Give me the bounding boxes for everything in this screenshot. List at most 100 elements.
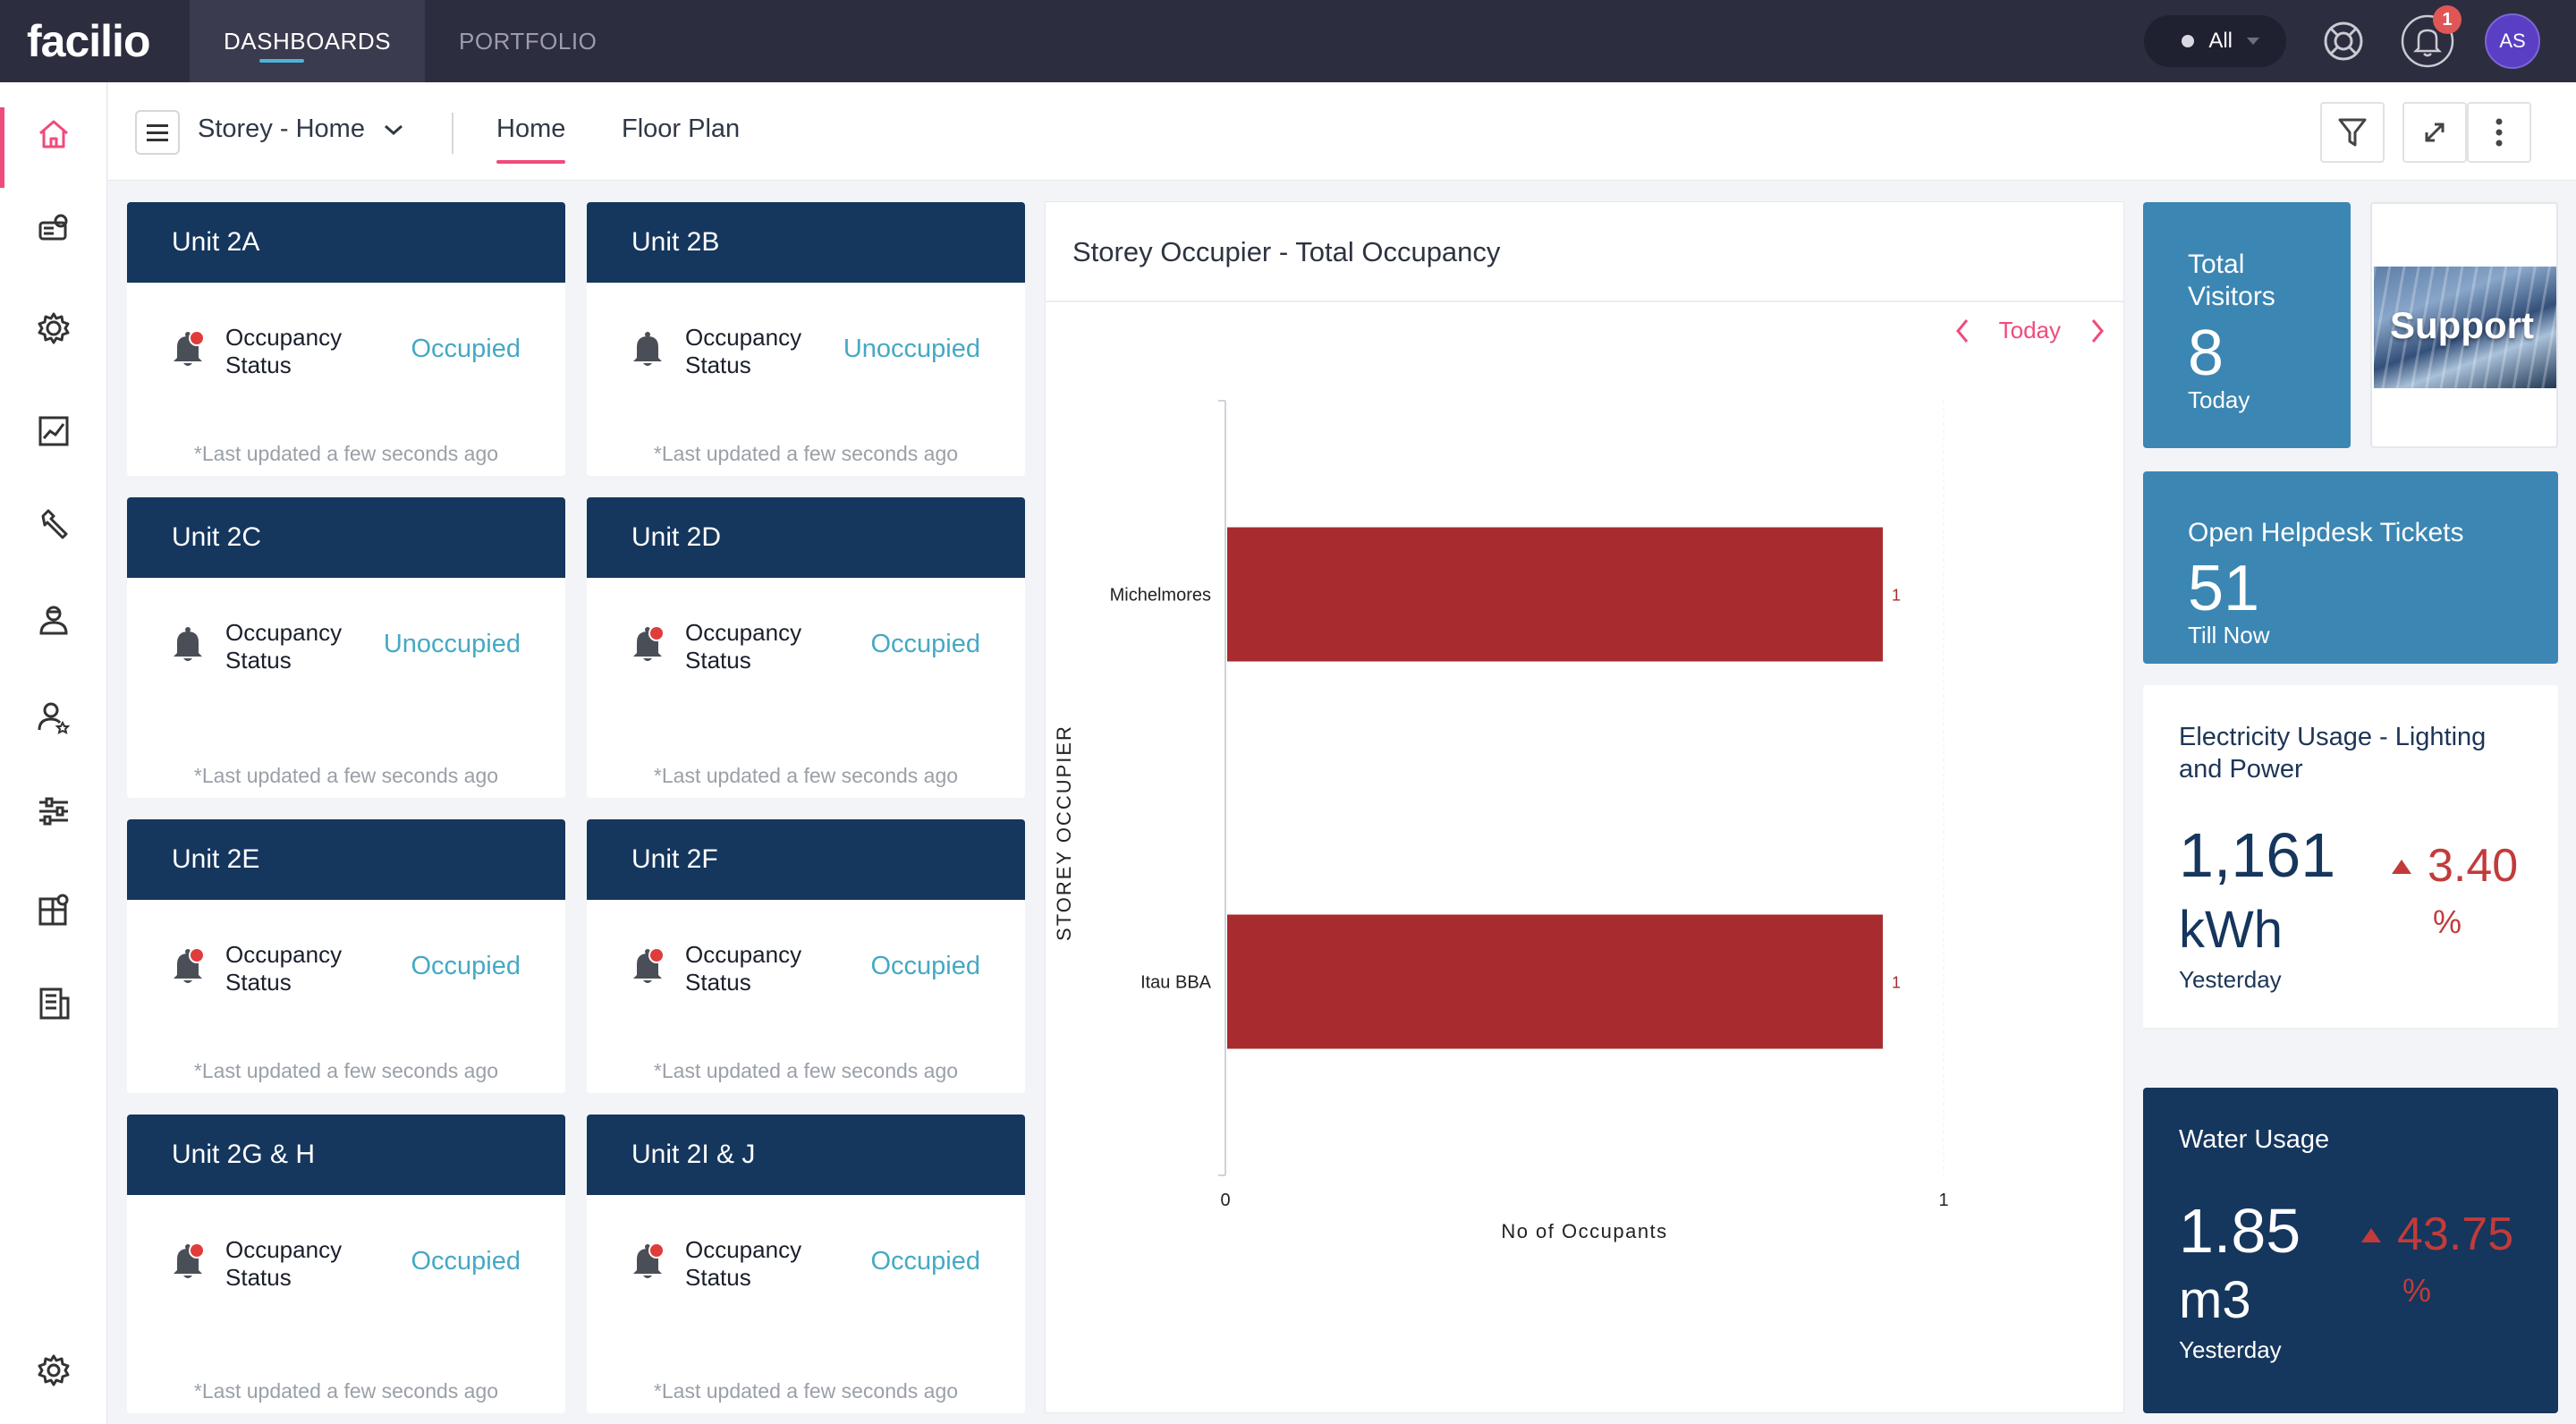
occupancy-bar-chart: Michelmores 1 Itau BBA 1 0 1 No of Occupants ST… xyxy=(1053,400,1949,1242)
user-avatar[interactable]: AS xyxy=(2485,13,2540,69)
occupancy-status-value: Occupied xyxy=(870,630,980,658)
site-status-dot xyxy=(2182,35,2195,47)
chart-x-tick-label: 0 xyxy=(1220,1191,1230,1210)
water-unit: m3 xyxy=(2179,1271,2251,1329)
occupancy-status-value: Unoccupied xyxy=(383,630,521,658)
sidebar-item-assets[interactable] xyxy=(0,194,107,266)
settings-gear-icon xyxy=(38,1354,70,1386)
unit-name: Unit 2A xyxy=(127,202,565,283)
unit-card[interactable]: Unit 2G & H Occupancy Status Occupied *L… xyxy=(127,1115,565,1413)
water-title: Water Usage xyxy=(2179,1125,2330,1154)
analytics-chart-icon xyxy=(38,416,69,446)
tab-floor-plan[interactable]: Floor Plan xyxy=(622,114,741,143)
bell-alert-icon xyxy=(630,623,665,664)
occupancy-status-label: Occupancy Status xyxy=(685,1236,802,1291)
electricity-change: 3.40 xyxy=(2428,840,2519,892)
menu-toggle-button[interactable] xyxy=(135,110,180,155)
occupancy-status-label: Occupancy Status xyxy=(685,941,802,996)
support-label: Support xyxy=(2390,304,2534,346)
asset-machine-icon xyxy=(38,214,68,241)
fullscreen-button[interactable] xyxy=(2402,102,2467,163)
sliders-icon xyxy=(39,797,68,826)
space-map-icon xyxy=(38,894,69,926)
unit-card[interactable]: Unit 2F Occupancy Status Occupied *Last … xyxy=(587,819,1025,1093)
visitors-value: 8 xyxy=(2188,318,2224,389)
electricity-period: Yesterday xyxy=(2179,966,2282,993)
unit-card[interactable]: Unit 2C Occupancy Status Unoccupied *Las… xyxy=(127,497,565,798)
more-options-button[interactable] xyxy=(2467,102,2531,163)
water-usage-card[interactable]: Water Usage 1.85 m3 Yesterday 43.75 % xyxy=(2143,1088,2558,1413)
date-navigator: Today xyxy=(1954,317,2106,344)
bell-alert-icon xyxy=(170,945,206,986)
nav-portfolio[interactable]: PORTFOLIO xyxy=(459,27,597,55)
sidebar-item-analytics[interactable] xyxy=(0,395,107,467)
sidebar-item-users[interactable] xyxy=(0,682,107,753)
sidebar-item-home[interactable] xyxy=(0,98,107,188)
unit-name: Unit 2F xyxy=(587,819,1025,900)
chart-bar xyxy=(1227,527,1883,662)
trend-up-icon xyxy=(2392,860,2411,874)
last-updated-text: *Last updated a few seconds ago xyxy=(193,442,499,465)
notifications-bell-icon[interactable]: 1 xyxy=(2401,5,2462,68)
hamburger-icon-line xyxy=(147,131,168,134)
chart-x-axis-title: No of Occupants xyxy=(1501,1220,1667,1242)
sidebar-item-maintenance[interactable] xyxy=(0,292,107,364)
left-sidebar xyxy=(0,82,107,1424)
chart-data-label: 1 xyxy=(1892,974,1901,992)
unit-card[interactable]: Unit 2D Occupancy Status Occupied *Last … xyxy=(587,497,1025,798)
electricity-unit: kWh xyxy=(2179,901,2283,959)
visitors-title: Total Visitors xyxy=(2188,250,2275,311)
help-lifebuoy-icon[interactable] xyxy=(2317,14,2370,68)
unit-card[interactable]: Unit 2I & J Occupancy Status Occupied *L… xyxy=(587,1115,1025,1413)
dashboard-selector[interactable]: Storey - Home xyxy=(198,114,404,144)
vertical-dots-icon xyxy=(2496,118,2503,147)
unit-card[interactable]: Unit 2A Occupancy Status Occupied *Last … xyxy=(127,202,565,476)
facilio-logo[interactable]: facilio xyxy=(27,16,150,66)
last-updated-text: *Last updated a few seconds ago xyxy=(193,1059,499,1082)
support-card[interactable]: Support xyxy=(2370,202,2558,448)
date-period-label[interactable]: Today xyxy=(1998,317,2061,343)
sidebar-item-people[interactable] xyxy=(0,583,107,655)
divider xyxy=(452,113,453,154)
chevron-left-icon[interactable] xyxy=(1954,318,1970,344)
total-visitors-card[interactable]: Total Visitors 8 Today xyxy=(2143,202,2351,448)
sidebar-item-controls[interactable] xyxy=(0,776,107,847)
visitors-period: Today xyxy=(2188,386,2250,413)
building-icon xyxy=(39,987,70,1020)
building-glass-pattern xyxy=(2374,267,2556,388)
unit-card[interactable]: Unit 2B Occupancy Status Unoccupied *Las… xyxy=(587,202,1025,476)
trend-up-icon xyxy=(2361,1228,2381,1242)
notification-count-badge: 1 xyxy=(2433,5,2462,34)
filter-button[interactable] xyxy=(2320,102,2385,163)
helpdesk-title: Open Helpdesk Tickets xyxy=(2188,518,2464,547)
chart-category-label: Michelmores xyxy=(1110,586,1211,606)
expand-icon xyxy=(2425,123,2445,142)
occupancy-status-value: Occupied xyxy=(411,1247,521,1276)
site-filter-dropdown[interactable]: All xyxy=(2144,15,2286,67)
filter-funnel-icon xyxy=(2338,118,2367,147)
sidebar-item-buildings[interactable] xyxy=(0,968,107,1039)
water-period: Yesterday xyxy=(2179,1336,2282,1363)
water-value: 1.85 xyxy=(2179,1196,2301,1266)
unit-name: Unit 2G & H xyxy=(127,1115,565,1195)
sidebar-item-spaces[interactable] xyxy=(0,874,107,945)
chevron-right-icon[interactable] xyxy=(2089,318,2106,344)
unit-card[interactable]: Unit 2E Occupancy Status Occupied *Last … xyxy=(127,819,565,1093)
tab-home[interactable]: Home xyxy=(496,114,566,164)
chart-data-label: 1 xyxy=(1892,587,1901,605)
occupancy-status-label: Occupancy Status xyxy=(225,324,343,378)
helpdesk-tickets-card[interactable]: Open Helpdesk Tickets 51 Till Now xyxy=(2143,471,2558,664)
nav-dashboards[interactable]: DASHBOARDS xyxy=(190,0,426,82)
unit-name: Unit 2I & J xyxy=(587,1115,1025,1195)
helpdesk-period: Till Now xyxy=(2188,622,2270,648)
chart-category-label: Itau BBA xyxy=(1140,973,1212,993)
occupancy-status-label: Occupancy Status xyxy=(225,941,343,996)
sidebar-item-workorders[interactable] xyxy=(0,489,107,561)
occupancy-status-value: Occupied xyxy=(870,952,980,980)
wrench-icon xyxy=(41,509,68,539)
chevron-down-icon xyxy=(2247,38,2259,45)
chart-y-axis-title: STOREY OCCUPIER xyxy=(1053,725,1075,941)
sidebar-item-settings[interactable] xyxy=(0,1335,107,1406)
electricity-usage-card[interactable]: Electricity Usage - Lighting and Power 1… xyxy=(2143,685,2558,1030)
occupancy-status-label: Occupancy Status xyxy=(225,1236,343,1291)
